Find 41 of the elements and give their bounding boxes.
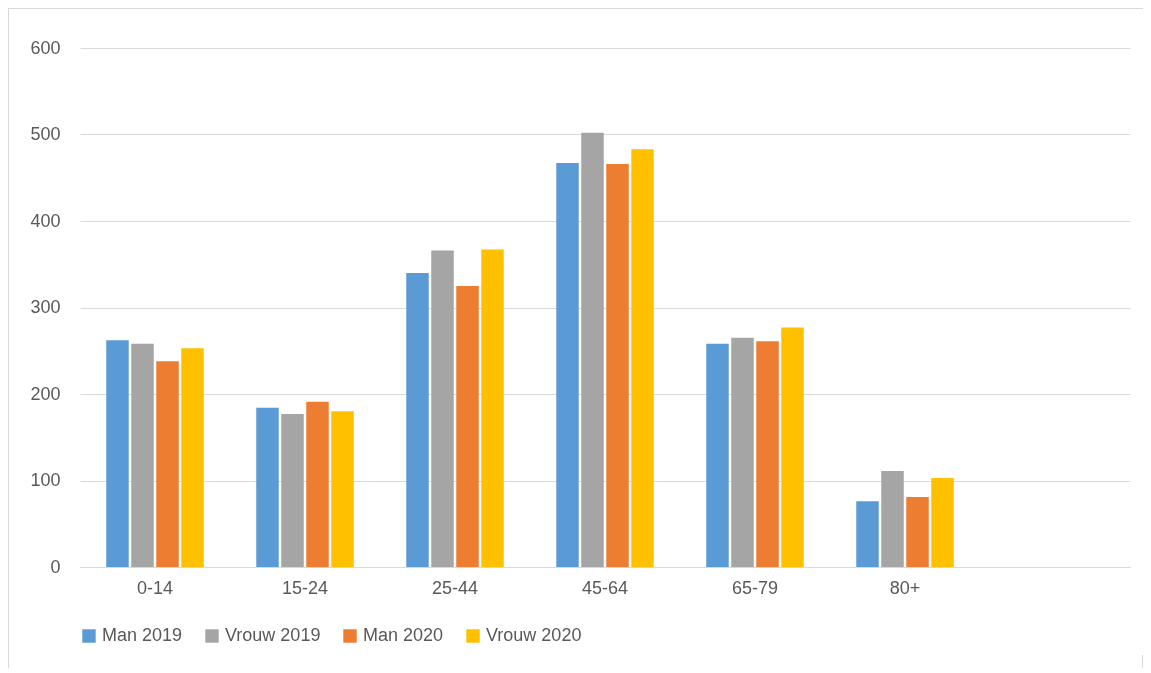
- bar: [406, 272, 429, 567]
- bar: [706, 343, 729, 567]
- y-tick-label: 300: [30, 297, 61, 317]
- bar: [856, 501, 879, 567]
- legend-label: Man 2020: [363, 625, 444, 645]
- x-tick-label: 25-44: [431, 577, 479, 598]
- bar: [481, 249, 504, 567]
- y-tick-label: 500: [30, 124, 61, 144]
- legend-label: Vrouw 2020: [486, 625, 582, 645]
- y-tick-label: 600: [30, 37, 61, 58]
- bar: [181, 348, 204, 567]
- legend-label: Vrouw 2019: [225, 625, 321, 645]
- x-tick-label: 45-64: [581, 577, 629, 598]
- bar: [106, 340, 129, 567]
- bar: [906, 496, 929, 567]
- bar: [881, 470, 904, 567]
- bar: [756, 341, 779, 567]
- bar: [556, 163, 579, 567]
- y-tick-label: 400: [30, 210, 61, 231]
- x-tick-label: 0-14: [136, 577, 174, 598]
- bar: [331, 411, 354, 567]
- bar: [731, 337, 754, 567]
- y-tick-label: 100: [30, 470, 61, 490]
- y-tick-label: 0: [50, 556, 61, 577]
- x-tick-label: 65-79: [731, 577, 779, 598]
- bar: [431, 250, 454, 567]
- bar: [131, 343, 154, 567]
- bar: [306, 401, 329, 567]
- legend-label: Man 2019: [102, 625, 183, 645]
- x-tick-label: 80+: [889, 577, 921, 598]
- bar: [456, 285, 479, 567]
- bar: [631, 149, 654, 567]
- x-tick-label: 15-24: [281, 577, 329, 598]
- bar: [781, 327, 804, 567]
- y-tick-label: 200: [30, 383, 61, 404]
- bar: [256, 407, 279, 567]
- bar: [606, 163, 629, 567]
- bar: [281, 413, 304, 567]
- bar: [156, 361, 179, 567]
- bar: [931, 477, 954, 567]
- bar: [581, 132, 604, 567]
